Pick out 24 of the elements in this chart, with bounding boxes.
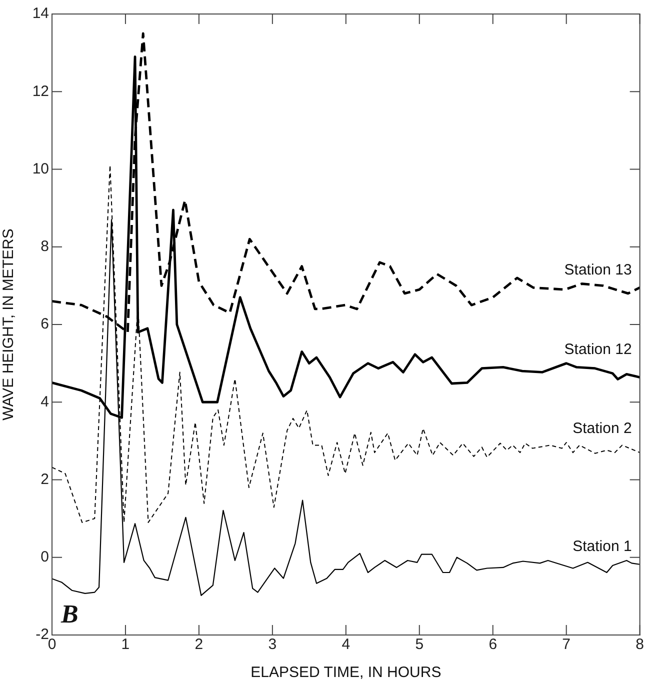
x-tick-label: 2 xyxy=(194,636,204,654)
x-tick-label: 4 xyxy=(342,636,350,654)
y-tick-label: 6 xyxy=(40,316,49,333)
x-axis-title: ELAPSED TIME, IN HOURS xyxy=(250,664,442,682)
y-tick-label: 14 xyxy=(32,5,49,22)
y-tick-label: 4 xyxy=(40,393,49,410)
x-tick-label: 6 xyxy=(488,636,498,654)
series-label: Station 12 xyxy=(564,340,632,358)
series-label: Station 2 xyxy=(572,420,632,438)
x-tick-label: 8 xyxy=(636,636,644,654)
y-tick-label: 8 xyxy=(40,238,49,256)
x-tick-label: 1 xyxy=(121,636,130,654)
x-tick-label: 5 xyxy=(415,636,424,654)
annotation: B xyxy=(60,600,78,629)
y-tick-label: -2 xyxy=(36,626,49,644)
series-label: Station 13 xyxy=(564,261,632,278)
y-tick-label: 12 xyxy=(32,82,49,100)
y-tick-label: 2 xyxy=(40,470,49,488)
series-label: Station 1 xyxy=(572,538,632,556)
x-tick-label: 3 xyxy=(268,636,277,654)
y-tick-label: 0 xyxy=(40,548,49,566)
y-tick-label: 10 xyxy=(32,160,49,178)
y-axis-title: WAVE HEIGHT, IN METERS xyxy=(0,228,18,420)
x-tick-label: 7 xyxy=(562,636,571,654)
